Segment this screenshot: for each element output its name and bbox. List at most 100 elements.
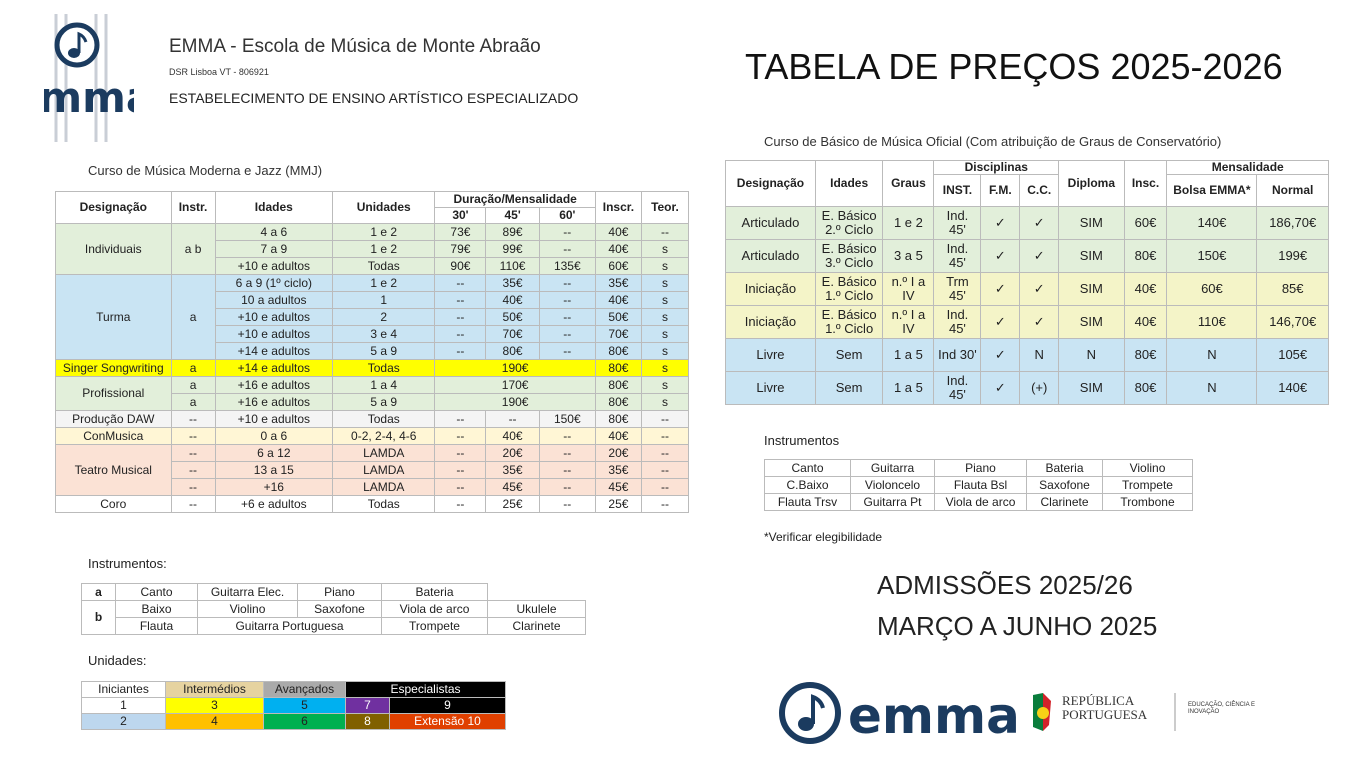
table-cell: 2 — [81, 713, 166, 730]
table-cell: ✓ — [980, 371, 1021, 405]
table-row: Iniciação E. Básico 1.º Ciclo n.º I a IV In… — [725, 305, 1329, 339]
table-cell: -- — [640, 495, 690, 513]
table-cell: -- — [538, 427, 596, 445]
table-cell: -- — [170, 495, 216, 513]
header: Bolsa EMMA* — [1166, 174, 1258, 207]
table-cell: a — [81, 583, 116, 601]
table-cell: 4 — [165, 713, 264, 730]
table-cell: 99€ — [485, 240, 540, 258]
table-cell: Todas — [332, 257, 436, 275]
table-cell: +10 e adultos — [214, 257, 334, 275]
table-row: Teatro Musical -- 6 a 12 LAMDA -- 20€ -- 20€ -- — [55, 444, 690, 496]
table-cell: -- — [434, 325, 487, 343]
header: Normal — [1256, 174, 1329, 207]
table-row: 2 4 6 8 Extensão 10 — [81, 713, 506, 730]
header: Iniciantes — [81, 681, 166, 698]
table-cell: E. Básico 1.º Ciclo — [814, 272, 884, 306]
table-cell: -- — [538, 308, 596, 326]
table-cell: 140€ — [1256, 371, 1329, 405]
table-cell: Ind. 45' — [933, 371, 982, 405]
table-cell: s — [640, 240, 690, 258]
table-cell: +10 e adultos — [214, 308, 334, 326]
table-cell: -- — [170, 410, 216, 428]
table-cell: ✓ — [980, 338, 1021, 372]
table-row: Profissional a +16 e adultos 1 a 4 170€ 80€ s — [55, 376, 690, 411]
school-name: EMMA - Escola de Música de Monte Abraão — [169, 36, 541, 57]
instruments-table: Canto Guitarra Piano Bateria Violino C.Baixo V… — [764, 459, 1193, 511]
table-cell: Baixo — [115, 600, 198, 618]
table-cell: 35€ — [594, 274, 642, 292]
table-cell: E. Básico 3.º Ciclo — [814, 239, 884, 273]
table-cell: Viola de arco — [381, 600, 488, 618]
table-cell: -- — [434, 308, 487, 326]
table-cell: -- — [538, 325, 596, 343]
table-cell: s — [640, 308, 690, 326]
official-table: Designação Idades Graus Disciplinas Diploma I… — [725, 160, 1329, 405]
header: Especialistas — [345, 681, 506, 698]
table-cell: Trm 45' — [933, 272, 982, 306]
table-cell: s — [640, 359, 690, 377]
table-cell: +10 e adultos — [214, 325, 334, 343]
table-cell: 40€ — [485, 427, 540, 445]
table-cell: 3 a 5 — [882, 239, 935, 273]
table-cell: 6 a 12 — [214, 444, 334, 462]
table-cell: -- — [434, 274, 487, 292]
table-row: a +16 e adultos 5 a 9 190€ 80€ s — [55, 393, 690, 411]
table-row: Iniciação E. Básico 1.º Ciclo n.º I a IV Tr… — [725, 272, 1329, 306]
table-cell: -- — [434, 444, 487, 462]
ministry: EDUCAÇÃO, CIÊNCIA E INOVAÇÃO — [1188, 702, 1256, 715]
table-row: b Baixo Violino Saxofone Viola de arco Ukulel… — [81, 600, 586, 635]
header: 45' — [485, 207, 540, 224]
table-cell: 40€ — [594, 427, 642, 445]
table-cell: -- — [434, 427, 487, 445]
header: C.C. — [1019, 174, 1060, 207]
table-cell: Teatro Musical — [55, 444, 172, 496]
table-cell: 73€ — [434, 223, 487, 241]
table-cell: Saxofone — [297, 600, 382, 618]
table-cell: ✓ — [1019, 272, 1060, 306]
table-cell: -- — [538, 478, 596, 496]
table-cell: 40€ — [1123, 305, 1168, 339]
table-cell: LAMDA — [332, 478, 436, 496]
table-cell: 79€ — [434, 240, 487, 258]
table-cell: SIM — [1058, 272, 1125, 306]
table-row: Articulado E. Básico 3.º Ciclo 3 a 5 Ind. 4… — [725, 239, 1329, 273]
table-cell: 40€ — [485, 291, 540, 309]
header: F.M. — [980, 174, 1021, 207]
table-cell: 70€ — [594, 325, 642, 343]
logo: emma — [44, 14, 134, 142]
table-cell: -- — [640, 478, 690, 496]
table-cell: +16 — [214, 478, 334, 496]
table-cell: -- — [170, 461, 216, 479]
table-cell: SIM — [1058, 206, 1125, 240]
section-title: Unidades: — [88, 653, 147, 668]
table-cell: Trompete — [1102, 476, 1193, 494]
table-cell: Produção DAW — [55, 410, 172, 428]
table-row: Produção DAW -- +10 e adultos Todas -- -- 150€… — [55, 410, 690, 428]
table-row: Livre Sem 1 a 5 Ind. 45' ✓ (+) SIM 80€ N 140€ — [725, 371, 1329, 405]
header: 30' — [434, 207, 487, 224]
table-cell: 135€ — [538, 257, 596, 275]
table-cell: SIM — [1058, 305, 1125, 339]
table-cell: N — [1166, 338, 1258, 372]
table-cell: Livre — [725, 338, 816, 372]
table-cell: 1 e 2 — [332, 223, 436, 241]
table-cell: 1 e 2 — [332, 274, 436, 292]
table-cell: E. Básico 1.º Ciclo — [814, 305, 884, 339]
table-cell: +14 e adultos — [214, 342, 334, 360]
footer-logo-text: emma — [848, 687, 1020, 745]
table-row: Turma a 6 a 9 (1º ciclo) 1 e 2 -- 35€ -- 35€ s — [55, 274, 690, 360]
table-cell: 3 — [165, 697, 264, 714]
table-cell: 1 — [81, 697, 166, 714]
table-row: Articulado E. Básico 2.º Ciclo 1 e 2 Ind. 4… — [725, 206, 1329, 240]
table-cell: 50€ — [594, 308, 642, 326]
admissions: MARÇO A JUNHO 2025 — [877, 611, 1158, 641]
table-cell: 20€ — [485, 444, 540, 462]
table-cell: 70€ — [485, 325, 540, 343]
table-cell: 80€ — [1123, 239, 1168, 273]
section-title: Instrumentos: — [88, 556, 167, 571]
table-cell: 110€ — [485, 257, 540, 275]
table-cell: Ind. 45' — [933, 206, 982, 240]
